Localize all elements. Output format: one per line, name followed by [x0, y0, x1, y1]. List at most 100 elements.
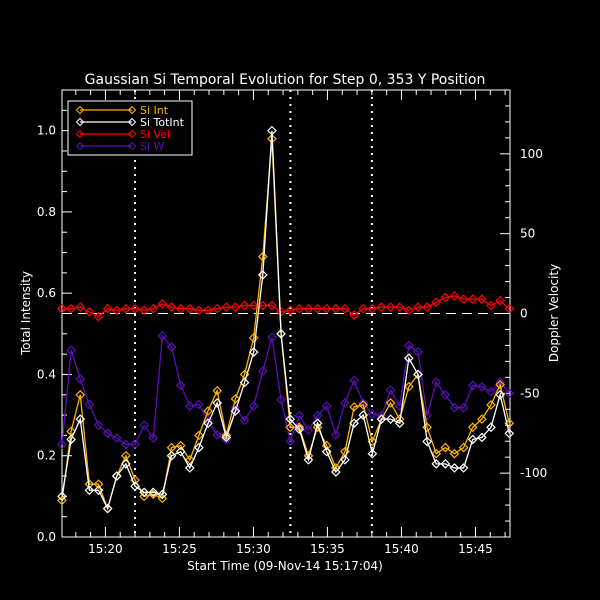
data-point-si-totint: [385, 414, 396, 425]
data-point-si-totint: [449, 463, 460, 473]
data-point-si-vel: [239, 300, 250, 311]
data-point-si-w: [330, 429, 341, 440]
data-point-si-w: [121, 439, 131, 450]
data-point-si-w: [130, 439, 140, 450]
chart-title: Gaussian Si Temporal Evolution for Step …: [85, 72, 486, 88]
legend-marker: [75, 117, 85, 127]
data-point-si-totint: [321, 446, 332, 457]
data-point-si-vel: [458, 294, 469, 304]
data-point-si-w: [84, 399, 95, 410]
data-point-si-w: [93, 420, 104, 431]
data-point-si-vel: [285, 305, 296, 316]
data-point-si-vel: [148, 303, 159, 314]
data-point-si-int: [495, 379, 505, 390]
data-point-si-totint: [184, 463, 195, 473]
x-tick-label: 15:30: [236, 542, 271, 556]
data-point-si-int: [57, 495, 67, 506]
legend-marker: [127, 105, 137, 115]
data-point-si-totint: [303, 454, 314, 465]
y-tick-label: 1.0: [37, 124, 56, 138]
data-point-si-w: [458, 402, 469, 413]
data-point-si-vel: [413, 302, 423, 312]
data-point-si-int: [449, 448, 460, 459]
data-point-si-w: [166, 342, 177, 352]
data-point-si-totint: [486, 422, 496, 433]
series-line-si-w: [61, 334, 510, 446]
data-point-si-totint: [367, 448, 378, 459]
data-point-si-totint: [166, 450, 177, 461]
data-point-si-int: [175, 440, 186, 451]
data-point-si-vel: [504, 303, 515, 314]
data-point-si-vel: [175, 303, 186, 314]
data-point-si-totint: [212, 398, 223, 408]
data-point-si-totint: [121, 459, 131, 469]
data-point-si-totint: [248, 347, 259, 357]
data-point-si-w: [102, 428, 113, 439]
legend-label: Si W: [140, 140, 165, 153]
data-point-si-vel: [121, 303, 131, 314]
data-point-si-int: [230, 393, 241, 404]
data-point-si-int: [248, 333, 259, 343]
data-point-si-vel: [495, 295, 505, 306]
data-point-si-w: [340, 398, 350, 408]
y-tick-label: 0.2: [37, 449, 56, 463]
y-tick-label: 0.0: [37, 530, 56, 544]
y2-axis-label: Doppler Velocity: [547, 264, 561, 362]
data-point-si-int: [385, 398, 396, 408]
data-point-si-vel: [57, 303, 67, 314]
data-point-si-vel: [376, 302, 387, 312]
data-point-si-totint: [413, 369, 423, 380]
y-tick-label: 0.4: [37, 367, 56, 381]
data-point-si-vel: [93, 311, 104, 322]
data-point-si-totint: [111, 471, 122, 481]
data-point-si-w: [184, 401, 195, 411]
data-point-si-int: [257, 251, 268, 262]
data-point-si-vel: [130, 303, 140, 314]
x-tick-label: 15:45: [458, 542, 493, 556]
y2-tick-label: 50: [520, 227, 535, 241]
data-point-si-w: [404, 340, 414, 351]
data-point-si-w: [139, 420, 149, 431]
data-point-si-w: [66, 345, 76, 356]
data-point-si-w: [449, 402, 460, 413]
data-point-si-vel: [102, 303, 113, 314]
data-point-si-w: [267, 332, 277, 343]
data-point-si-vel: [75, 302, 86, 312]
data-point-si-vel: [230, 302, 241, 312]
series-line-si-vel: [62, 295, 510, 318]
data-point-si-totint: [440, 459, 451, 469]
data-point-si-w: [57, 439, 67, 450]
data-point-si-totint: [404, 353, 414, 364]
data-point-si-totint: [257, 270, 268, 280]
data-point-si-w: [367, 409, 378, 419]
data-point-si-vel: [203, 305, 213, 316]
data-point-si-vel: [477, 294, 487, 304]
data-point-si-vel: [157, 299, 168, 309]
data-point-si-int: [467, 422, 478, 433]
data-point-si-w: [294, 410, 305, 421]
data-point-si-int: [203, 406, 213, 416]
data-point-si-int: [486, 400, 496, 410]
data-point-si-w: [212, 429, 223, 440]
y2-tick-label: 0: [520, 307, 528, 321]
data-point-si-totint: [157, 489, 168, 500]
data-point-si-totint: [349, 418, 359, 429]
x-axis-label: Start Time (09-Nov-14 15:17:04): [187, 559, 383, 573]
data-point-si-vel: [349, 310, 359, 320]
data-point-si-totint: [230, 406, 241, 416]
x-tick-label: 15:20: [88, 542, 123, 556]
data-point-si-totint: [340, 454, 350, 465]
data-point-si-w: [486, 386, 496, 397]
series-line-si-int: [61, 138, 510, 511]
data-point-si-totint: [102, 503, 113, 514]
data-point-si-w: [175, 380, 186, 391]
data-point-si-totint: [175, 446, 186, 457]
data-point-si-totint: [194, 442, 204, 453]
legend-marker: [75, 105, 85, 115]
data-point-si-int: [212, 385, 223, 396]
data-point-si-vel: [212, 303, 223, 314]
legend-marker: [127, 129, 137, 139]
data-point-si-totint: [376, 414, 387, 425]
